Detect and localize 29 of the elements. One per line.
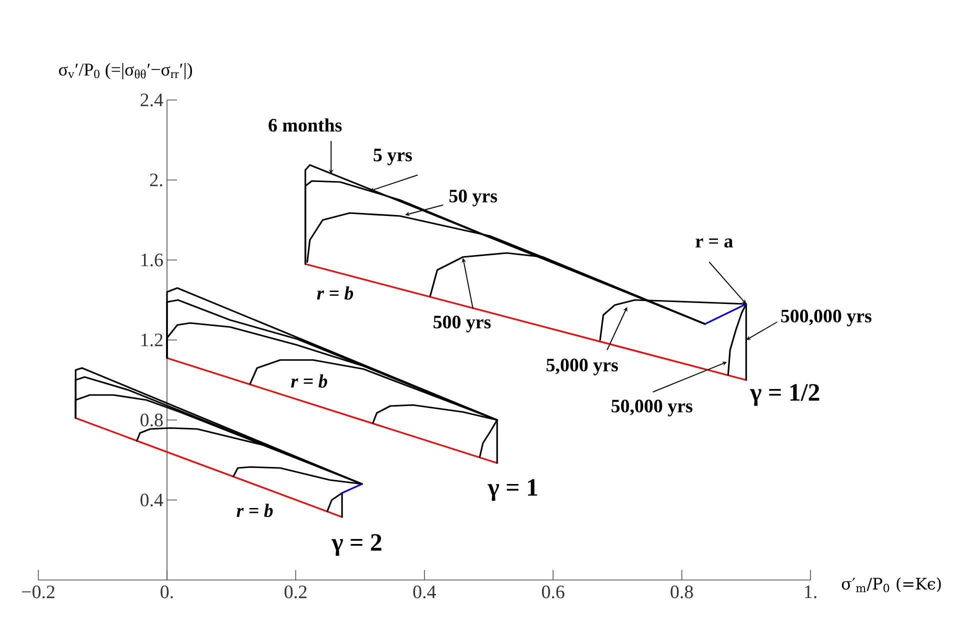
x-tick-label: 0.2 xyxy=(284,586,306,598)
annotation: γ = 2 xyxy=(332,534,382,556)
annotation: γ = 1 xyxy=(488,479,538,501)
y-tick-label: 2. xyxy=(150,174,162,186)
annotation: 500 yrs xyxy=(434,316,491,332)
annotation: 500,000 yrs xyxy=(781,310,872,326)
y-tick-label: 0.4 xyxy=(140,494,164,506)
y-tick-label: 1.2 xyxy=(141,334,162,346)
annotation: 5 yrs xyxy=(374,148,412,166)
x-tick-label: 0.8 xyxy=(670,586,693,598)
x-tick-label: 1. xyxy=(805,586,816,598)
annotation: r = a xyxy=(696,238,733,248)
x-axis-title: σ′$_{m}$/P$_{0}$ (=Kϵ) xyxy=(842,577,941,592)
annotation: r = b xyxy=(317,286,354,300)
annotation: 50 yrs xyxy=(449,190,498,206)
text: σ$_{v}$′/P$_{0}$ (=|σ$_{θθ}$′−σ$_{rr}$′|) xyxy=(59,63,192,80)
y-tick-label: 1.6 xyxy=(141,254,163,266)
annotation: r = b xyxy=(236,504,273,518)
annotation: γ = 1/2 xyxy=(750,384,820,406)
x-tick-label: 0. xyxy=(160,586,173,598)
annotation: r = b xyxy=(291,374,328,388)
y-tick-label: 0.8 xyxy=(140,414,163,426)
annotation: 6 months xyxy=(268,118,342,132)
y-tick-label: 2.4 xyxy=(140,94,164,106)
annotation: 5,000 yrs xyxy=(546,358,618,376)
annotation: 50,000 yrs xyxy=(612,400,692,416)
x-tick-label: 0.4 xyxy=(413,586,436,598)
x-tick-label: −0.2 xyxy=(22,586,54,598)
x-tick-label: 0.6 xyxy=(542,586,564,598)
